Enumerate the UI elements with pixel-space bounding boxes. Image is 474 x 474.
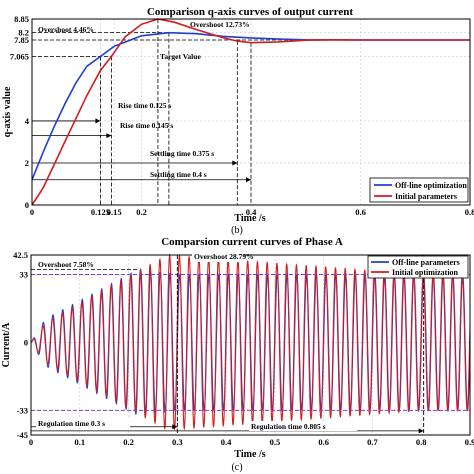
chart-c-xtick-label: 0 xyxy=(29,437,33,447)
chart-b-lines xyxy=(31,18,470,206)
chart-c-annotation-reg-red: Regulation time 0.805 s xyxy=(251,422,326,431)
chart-c-arrowhead xyxy=(172,424,178,430)
chart-b-arrowhead xyxy=(232,160,238,166)
chart-c-ytick-label: 42.5 xyxy=(13,250,28,260)
chart-b-annotation-overshoot-blue: Overshoot 4.46% xyxy=(38,25,94,34)
chart-b-xtick-label: 0.6 xyxy=(355,207,366,217)
chart-b-arrowhead xyxy=(106,133,112,139)
chart-c-legend-box xyxy=(367,255,469,279)
chart-b-annotation-settle-red: Settling time 0.4 s xyxy=(150,170,207,179)
chart-c-xtick-label: 0.6 xyxy=(318,437,329,447)
chart-b-arrowhead xyxy=(95,118,101,124)
chart-c-legend: Off-line parameters Initial optimization xyxy=(367,255,469,279)
chart-b-xtick-label: 0.8 xyxy=(465,207,474,217)
chart-c-ytick-label: 0 xyxy=(24,337,28,347)
chart-c-plot-frame xyxy=(30,254,471,436)
chart-b-annotation-rise-blue: Rise time 0.125 s xyxy=(118,101,171,110)
chart-c-annotation-bg-reg-blue xyxy=(36,418,130,428)
chart-c-ytick-label: -33 xyxy=(17,405,28,415)
chart-b-legend: Off-line optimization Initial parameters xyxy=(369,177,469,203)
chart-b-legend-label-blue: Off-line optimization xyxy=(395,181,467,190)
chart-b-annotation-settle-blue: Settling time 0.375 s xyxy=(150,149,214,158)
chart-b-plot-frame xyxy=(31,18,471,206)
chart-c-annotation-bg-overshoot-blue xyxy=(36,259,78,269)
chart-b-annotation-rise-red: Rise time 0.145 s xyxy=(120,121,173,130)
chart-c-ytick-label: -45 xyxy=(17,430,28,440)
chart-b-title: Comparison q-axis curves of output curre… xyxy=(147,6,353,18)
chart-c-xtick-label: 0.4 xyxy=(221,437,232,447)
chart-b-guides xyxy=(32,18,470,205)
chart-c-arrowhead xyxy=(418,428,424,434)
chart-c-xlabel: Time /s xyxy=(234,449,265,460)
chart-c-xtick-label: 0.8 xyxy=(416,437,427,447)
chart-b-caption: (b) xyxy=(231,225,243,236)
chart-b-ytick-label: 8.2 xyxy=(18,28,29,38)
chart-b-legend-label-red: Initial parameters xyxy=(395,192,457,201)
chart-c-xtick-label: 0.2 xyxy=(123,437,134,447)
chart-c-annotation-reg-blue: Regulation time 0.3 s xyxy=(38,419,105,428)
chart-b-xlabel: Time /s xyxy=(234,213,265,224)
chart-b-ytick-label: 4 xyxy=(25,116,30,126)
chart-c-xtick-label: 0.3 xyxy=(172,437,183,447)
chart-b: Comparison q-axis curves of output curre… xyxy=(2,6,474,236)
chart-b-ylabel: q-axis value xyxy=(2,86,13,137)
chart-b-ytick-label: 7.85 xyxy=(14,35,29,45)
chart-b-ytick-label: 8.85 xyxy=(14,14,29,24)
chart-c-caption: (c) xyxy=(231,462,242,473)
chart-b-xtick-label: 0.125 xyxy=(91,207,110,217)
chart-c-ylabel: Current/A xyxy=(1,322,12,368)
chart-c-ticks: 0 0.1 0.2 0.3 0.4 0.5 0.6 0.7 0.8 0.9 -45 -33 0 33 42.… xyxy=(13,250,474,447)
chart-c-xtick-label: 0.5 xyxy=(270,437,281,447)
chart-b-xtick-label: 0 xyxy=(30,207,34,217)
chart-b-ytick-label: 2 xyxy=(25,158,29,168)
chart-b-annotation-overshoot-red: Overshoot 12.73% xyxy=(190,20,250,29)
chart-b-xtick-label: 0.4 xyxy=(246,207,257,217)
chart-c-annotation-bg-overshoot-red xyxy=(192,252,244,262)
chart-c-xtick-label: 0.7 xyxy=(367,437,378,447)
chart-c-xtick-label: 0.9 xyxy=(465,437,474,447)
chart-c-series-initial xyxy=(30,253,471,431)
chart-c: Comparsion current curves of Phase A 0 0.… xyxy=(1,236,474,473)
chart-c-title: Comparsion current curves of Phase A xyxy=(161,236,343,248)
chart-c-guides xyxy=(31,254,470,435)
chart-c-lines xyxy=(30,253,471,431)
chart-b-ytick-label: 0 xyxy=(25,200,29,210)
chart-b-arrowhead xyxy=(246,177,251,183)
chart-b-ytick-label: 7.065 xyxy=(10,52,29,62)
chart-c-xtick-label: 0.1 xyxy=(74,437,85,447)
chart-b-annotation-target: Target Value xyxy=(160,52,201,61)
chart-c-legend-label-blue: Off-line parameters xyxy=(392,258,460,267)
chart-c-annotation-overshoot-blue: Overshoot 7.58% xyxy=(38,260,94,269)
chart-b-series-initial xyxy=(31,18,470,206)
chart-b-legend-box xyxy=(369,177,469,203)
chart-c-ytick-label: 33 xyxy=(20,270,29,280)
chart-c-legend-label-red: Initial optimization xyxy=(392,268,459,277)
chart-b-xtick-label: 0.15 xyxy=(107,207,122,217)
chart-c-annotation-overshoot-red: Overshoot 28.79% xyxy=(194,252,254,261)
chart-b-xtick-label: 0.2 xyxy=(136,207,147,217)
chart-c-annotation-bg-reg-red xyxy=(249,421,357,431)
